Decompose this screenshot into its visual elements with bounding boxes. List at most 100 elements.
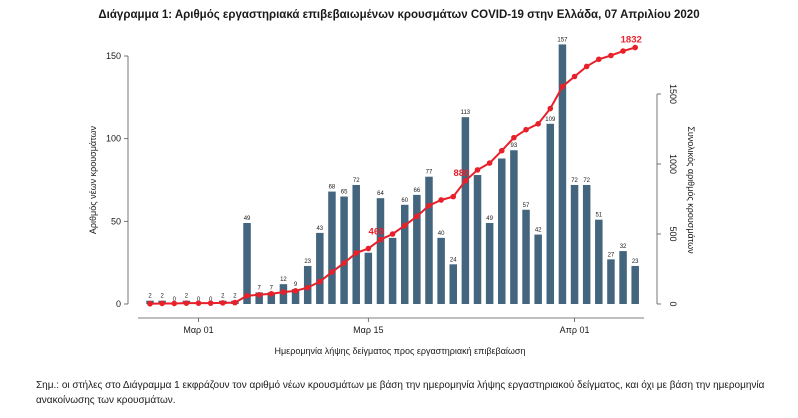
cumulative-point bbox=[171, 300, 178, 307]
bar-value-label: 77 bbox=[426, 170, 433, 176]
cumulative-point bbox=[159, 300, 165, 307]
cumulative-point bbox=[232, 299, 238, 306]
x-tick-label: Απρ 01 bbox=[560, 325, 590, 335]
cumulative-point bbox=[292, 288, 299, 294]
footnote: Σημ.: οι στήλες στο Διάγραμμα 1 εκφράζου… bbox=[36, 380, 765, 406]
bar bbox=[595, 219, 603, 304]
bar bbox=[570, 184, 579, 304]
bar bbox=[619, 251, 627, 304]
bar bbox=[400, 204, 409, 304]
cumulative-point bbox=[207, 300, 214, 306]
bar-value-label: 24 bbox=[450, 257, 457, 263]
bar-value-label: 7 bbox=[257, 285, 261, 291]
cumulative-point bbox=[523, 126, 529, 133]
cumulative-point bbox=[317, 278, 323, 285]
bar-value-label: 23 bbox=[304, 259, 311, 265]
bar bbox=[291, 289, 300, 304]
bar bbox=[352, 184, 360, 304]
bar-value-label: 49 bbox=[244, 216, 251, 222]
cumulative-callouts: 460 880 1832 bbox=[369, 35, 642, 238]
bar-value-label: 72 bbox=[353, 178, 360, 184]
y-right-tick-label: 1000 bbox=[668, 154, 678, 174]
bar-value-label: 113 bbox=[461, 110, 471, 116]
x-tick-label: Μαρ 01 bbox=[183, 325, 213, 335]
bar-value-label: 7 bbox=[270, 285, 274, 291]
y-right-tick-label: 1500 bbox=[668, 84, 678, 104]
bar-value-label: 0 bbox=[173, 297, 177, 303]
bar-value-label: 2 bbox=[160, 294, 164, 300]
bar-value-label: 42 bbox=[535, 228, 542, 234]
bar bbox=[316, 232, 324, 304]
cumulative-point bbox=[256, 291, 262, 298]
bar bbox=[546, 123, 555, 304]
bar-value-label: 157 bbox=[557, 37, 568, 43]
bar bbox=[413, 194, 421, 304]
cumulative-point bbox=[280, 289, 287, 295]
y-right-tick-label: 500 bbox=[668, 226, 678, 241]
bar-value-label: 60 bbox=[401, 198, 408, 204]
bar-value-label: 2 bbox=[233, 294, 237, 300]
bar bbox=[631, 265, 639, 304]
bar bbox=[473, 175, 482, 304]
cumulative-point bbox=[450, 193, 457, 200]
cumulative-point bbox=[498, 147, 505, 154]
cumulative-point bbox=[377, 236, 384, 243]
bar bbox=[522, 209, 530, 304]
cumulative-point bbox=[414, 213, 420, 220]
bar bbox=[328, 191, 336, 304]
bar-value-label: 2 bbox=[185, 294, 189, 300]
y-axis-left-title: Αριθμός νέων κρουσμάτων bbox=[88, 125, 98, 234]
cumulative-point bbox=[389, 231, 396, 237]
bar bbox=[534, 234, 542, 304]
cumulative-point bbox=[486, 160, 493, 166]
bar bbox=[582, 184, 591, 304]
cumulative-point bbox=[219, 300, 226, 306]
bar bbox=[255, 292, 263, 304]
bar-value-label: 9 bbox=[294, 282, 298, 288]
bar bbox=[607, 259, 615, 304]
bar-value-label: 51 bbox=[595, 213, 602, 219]
bar-value-label: 27 bbox=[608, 252, 615, 258]
cumulative-callout: 880 bbox=[453, 168, 469, 179]
bar bbox=[364, 252, 373, 304]
bar bbox=[388, 237, 397, 304]
cumulative-point bbox=[608, 52, 614, 59]
cumulative-point bbox=[426, 202, 432, 209]
cumulative-line-series bbox=[147, 44, 638, 307]
bar-value-label: 72 bbox=[583, 178, 590, 184]
cumulative-point bbox=[632, 44, 638, 51]
x-axis-title: Ημερομηνία λήψης δείγματος προς εργαστηρ… bbox=[275, 346, 526, 356]
bar-value-label: 32 bbox=[620, 244, 627, 250]
cumulative-point bbox=[195, 300, 202, 306]
bar bbox=[485, 222, 494, 304]
bar-value-label: 12 bbox=[280, 277, 287, 283]
bar bbox=[449, 264, 457, 304]
bar-value-label: 40 bbox=[438, 231, 445, 237]
bar-value-label: 68 bbox=[329, 185, 336, 191]
cumulative-point bbox=[583, 63, 590, 70]
bar bbox=[425, 176, 433, 304]
y-left-tick-label: 150 bbox=[106, 51, 121, 61]
cumulative-point bbox=[353, 250, 360, 256]
y-left-tick-label: 0 bbox=[116, 299, 121, 309]
bar-value-label: 0 bbox=[209, 297, 213, 303]
bar bbox=[437, 237, 445, 304]
y-axis-right-title: Συνολικός αριθμός κρουσμάτων bbox=[686, 126, 696, 254]
bar-value-label: 57 bbox=[523, 203, 530, 209]
cumulative-point bbox=[183, 300, 190, 306]
bar-value-label: 109 bbox=[545, 117, 556, 123]
cumulative-callout: 460 bbox=[369, 227, 385, 238]
bar-value-label: 43 bbox=[316, 226, 323, 232]
bar-value-label: 72 bbox=[571, 178, 578, 184]
bar-value-label: 64 bbox=[377, 191, 384, 197]
y-left-tick-label: 50 bbox=[111, 216, 121, 226]
bar bbox=[340, 196, 348, 304]
bar bbox=[243, 222, 251, 304]
cumulative-point bbox=[547, 105, 554, 112]
bar-value-label: 2 bbox=[221, 294, 225, 300]
bar-value-label: 0 bbox=[197, 297, 201, 303]
bar bbox=[376, 198, 385, 304]
